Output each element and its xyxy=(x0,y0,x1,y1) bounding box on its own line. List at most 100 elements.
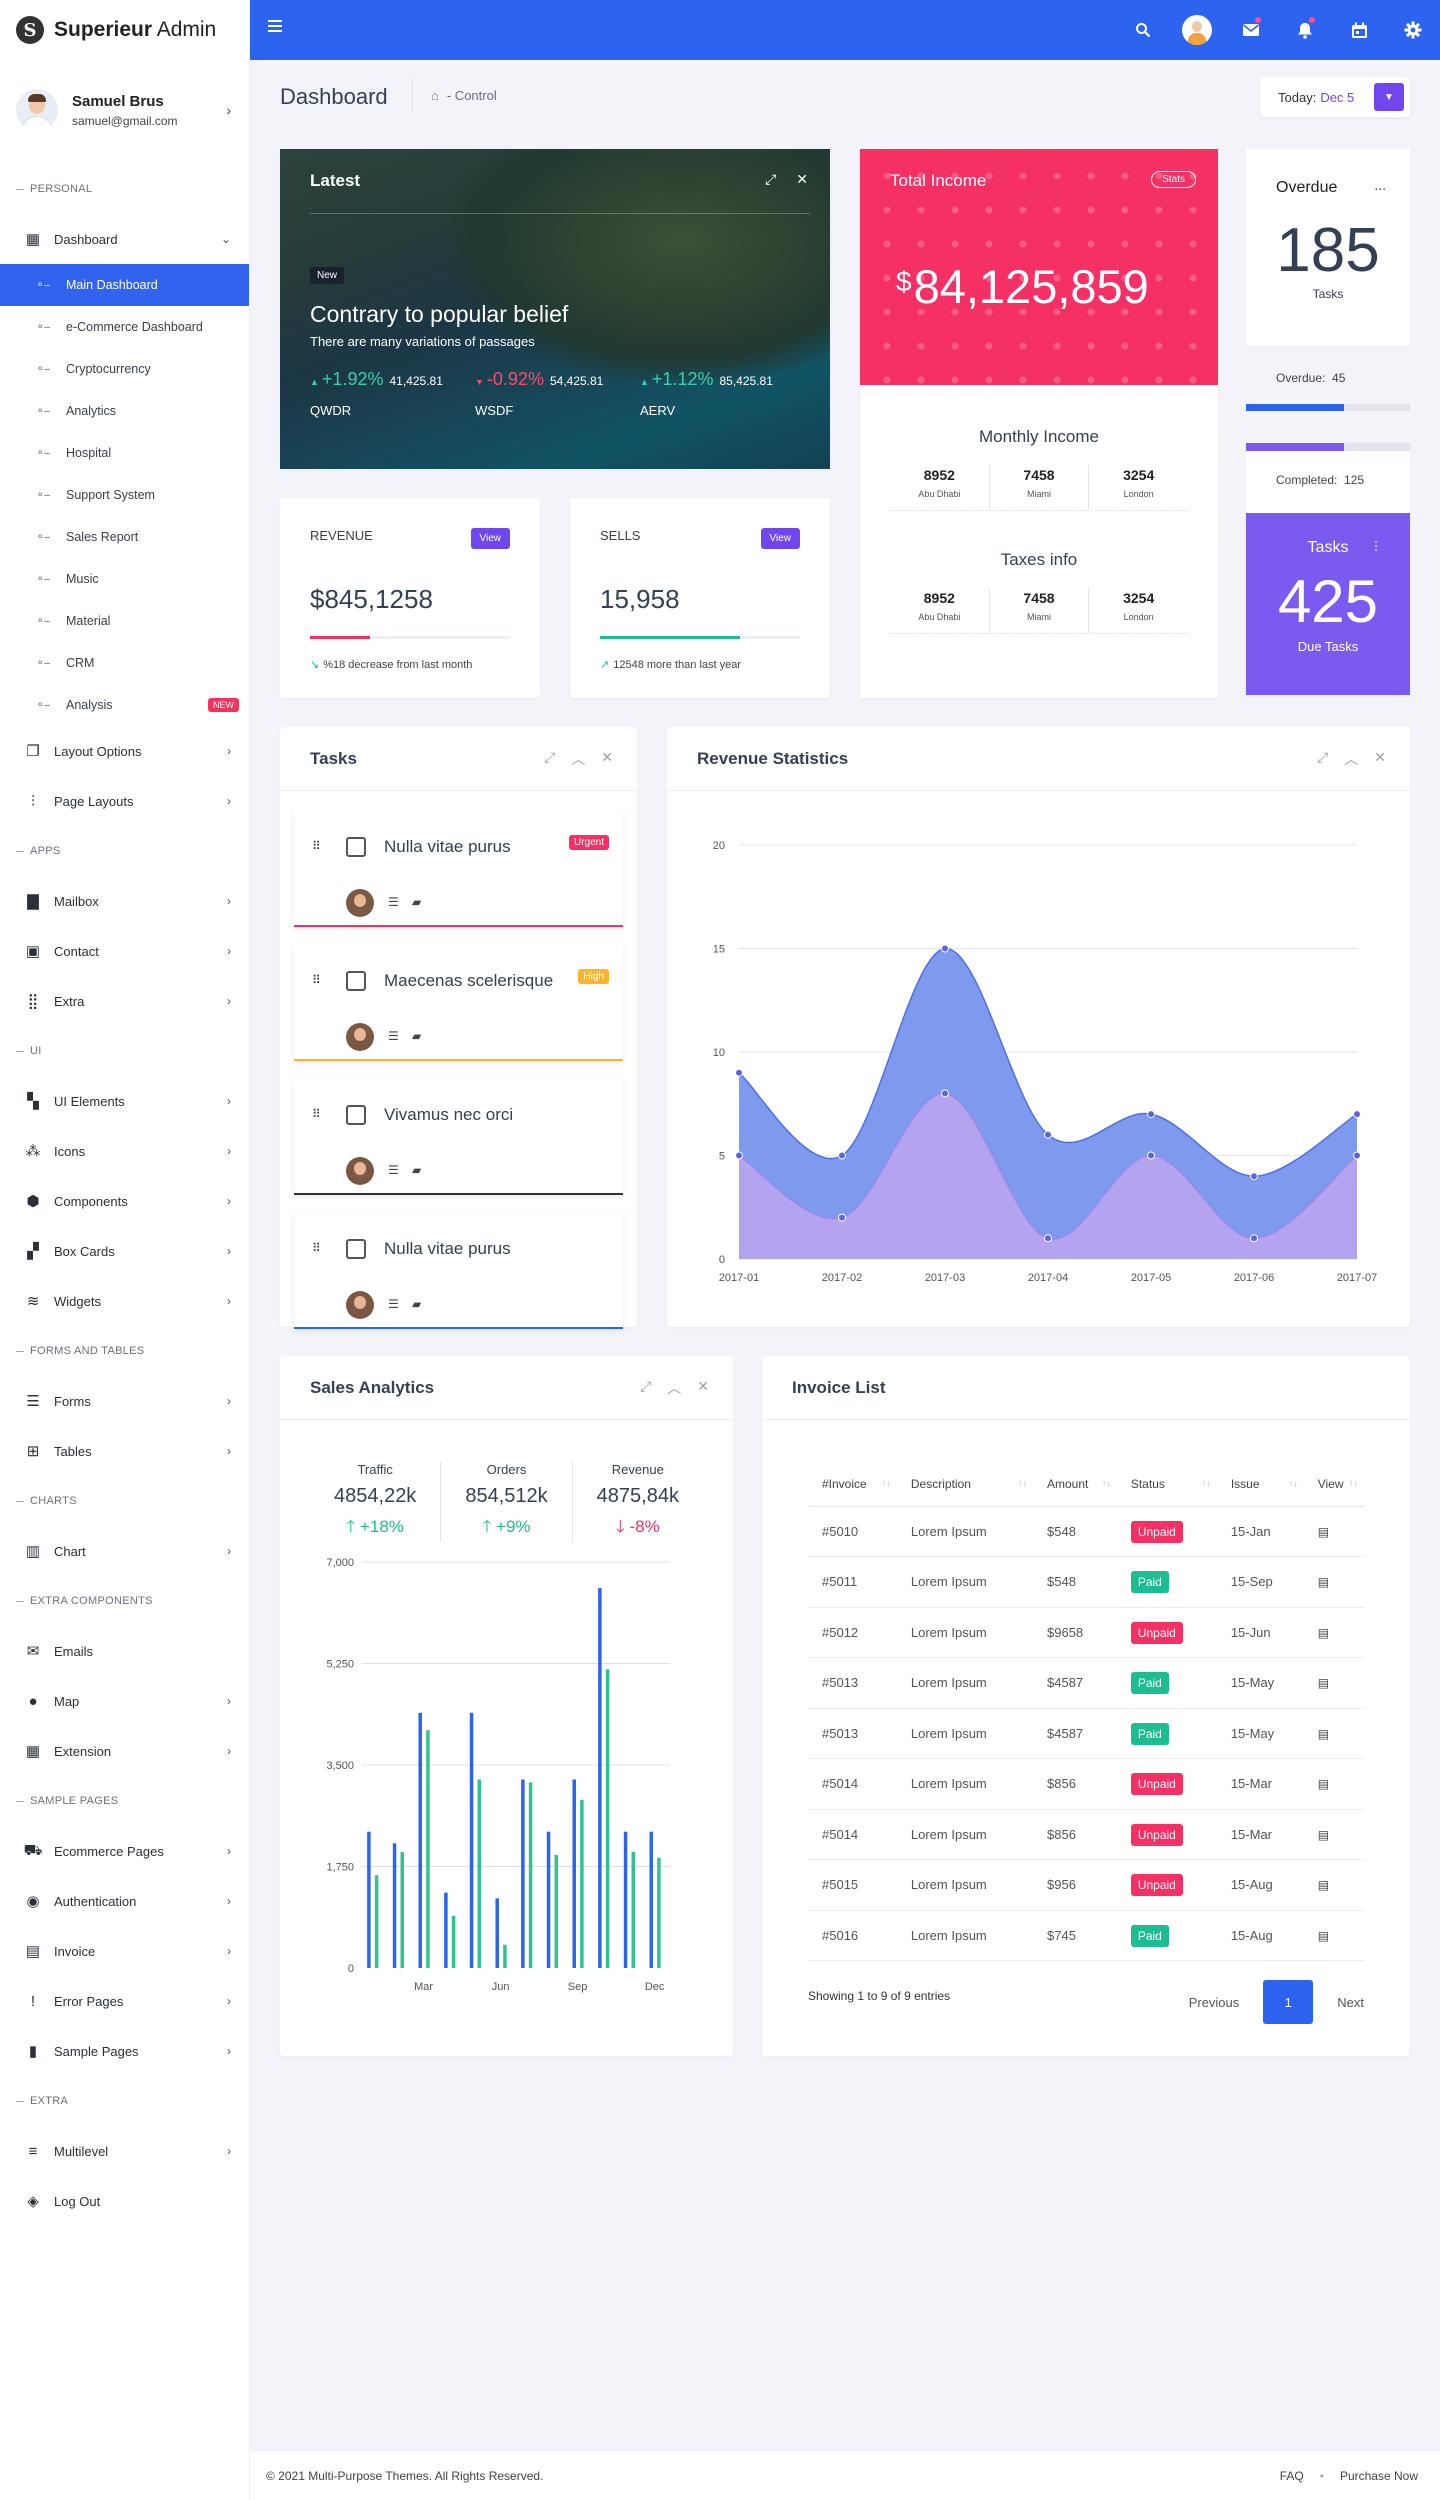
chevron-right-icon[interactable]: › xyxy=(226,102,231,118)
sidebar-item-multilevel[interactable]: ≡ Multilevel › xyxy=(0,2126,249,2176)
close-icon[interactable]: ✕ xyxy=(601,749,613,765)
sidebar-subitem-support-system[interactable]: ⚬‒ Support System xyxy=(0,474,249,516)
document-icon[interactable]: ▤ xyxy=(1317,1726,1330,1741)
sidebar-item-extension[interactable]: ▦ Extension › xyxy=(0,1726,249,1776)
sidebar-item-icons[interactable]: ⁂ Icons › xyxy=(0,1126,249,1176)
task-item[interactable]: ⠿ Maecenas scelerisque High ☰ ▰ xyxy=(294,943,623,1061)
page-button[interactable]: 1 xyxy=(1263,1980,1314,2024)
column-header[interactable]: Status ↑↓ xyxy=(1116,1462,1217,1507)
column-header[interactable]: #Invoice ↑↓ xyxy=(808,1462,897,1507)
sidebar-subitem-analytics[interactable]: ⚬‒ Analytics xyxy=(0,390,249,432)
drag-handle-icon[interactable]: ⠿ xyxy=(312,973,321,987)
sidebar-item-widgets[interactable]: ≋ Widgets › xyxy=(0,1276,249,1326)
document-icon[interactable]: ▤ xyxy=(1317,1928,1330,1943)
sidebar-item-mailbox[interactable]: ▇ Mailbox › xyxy=(0,876,249,926)
task-checkbox[interactable] xyxy=(346,837,366,857)
user-avatar-button[interactable] xyxy=(1170,0,1224,60)
sidebar-item-forms[interactable]: ☰ Forms › xyxy=(0,1376,249,1426)
drag-handle-icon[interactable]: ⠿ xyxy=(312,1241,321,1255)
gear-icon[interactable] xyxy=(1386,0,1440,60)
calendar-icon[interactable] xyxy=(1332,0,1386,60)
close-icon[interactable]: ✕ xyxy=(1374,749,1386,765)
view-button[interactable]: View xyxy=(760,528,800,549)
document-icon[interactable]: ▤ xyxy=(1317,1827,1330,1842)
task-item[interactable]: ⠿ Nulla vitae purus ☰ ▰ xyxy=(294,1211,623,1329)
sidebar-subitem-hospital[interactable]: ⚬‒ Hospital xyxy=(0,432,249,474)
mail-icon[interactable] xyxy=(1224,0,1278,60)
purchase-link[interactable]: Purchase Now xyxy=(1339,2469,1418,2483)
search-icon[interactable] xyxy=(1116,0,1170,60)
document-icon[interactable]: ▤ xyxy=(1317,1878,1330,1893)
sidebar-subitem-crm[interactable]: ⚬‒ CRM xyxy=(0,642,249,684)
task-checkbox[interactable] xyxy=(346,1239,366,1259)
chevron-down-icon[interactable]: ▼ xyxy=(1374,83,1404,111)
column-header[interactable]: Issue ↑↓ xyxy=(1216,1462,1304,1507)
sidebar-item-components[interactable]: ⬢ Components › xyxy=(0,1176,249,1226)
stats-badge[interactable]: Stats xyxy=(1151,171,1196,188)
sidebar-item-extra[interactable]: ⣿ Extra › xyxy=(0,976,249,1026)
sidebar-item-sample-pages[interactable]: ▮ Sample Pages › xyxy=(0,2026,249,2076)
collapse-icon[interactable]: ︿ xyxy=(667,1380,682,1396)
drag-handle-icon[interactable]: ⠿ xyxy=(312,839,321,853)
list-icon[interactable]: ☰ xyxy=(388,1029,399,1043)
more-vertical-icon[interactable]: ⋮ xyxy=(1370,539,1382,553)
expand-icon[interactable]: ⤢ xyxy=(1317,749,1329,765)
sort-icon[interactable]: ↑↓ xyxy=(1201,1478,1211,1488)
task-item[interactable]: ⠿ Nulla vitae purus Urgent ☰ ▰ xyxy=(294,809,623,927)
document-icon[interactable]: ▤ xyxy=(1317,1524,1330,1539)
drag-handle-icon[interactable]: ⠿ xyxy=(312,1107,321,1121)
sidebar-item-ecommerce-pages[interactable]: ⛟ Ecommerce Pages › xyxy=(0,1826,249,1876)
sidebar-item-box-cards[interactable]: ▞ Box Cards › xyxy=(0,1226,249,1276)
menu-toggle-icon[interactable] xyxy=(268,20,282,32)
sidebar-item-map[interactable]: ● Map › xyxy=(0,1676,249,1726)
sidebar-subitem-main-dashboard[interactable]: ⚬‒ Main Dashboard xyxy=(0,264,249,306)
view-button[interactable]: View xyxy=(470,528,510,549)
sidebar-item-layout-options[interactable]: ❐ Layout Options › xyxy=(0,726,249,776)
comment-icon[interactable]: ▰ xyxy=(412,895,422,909)
sidebar-item-contact[interactable]: ▣ Contact › xyxy=(0,926,249,976)
column-header[interactable]: Amount ↑↓ xyxy=(1033,1462,1117,1507)
sidebar-item-emails[interactable]: ✉ Emails xyxy=(0,1626,249,1676)
sidebar-item-ui-elements[interactable]: ▚ UI Elements › xyxy=(0,1076,249,1126)
document-icon[interactable]: ▤ xyxy=(1317,1676,1330,1691)
bell-icon[interactable] xyxy=(1278,0,1332,60)
document-icon[interactable]: ▤ xyxy=(1317,1777,1330,1792)
sidebar-subitem-analysis[interactable]: ⚬‒ Analysis NEW xyxy=(0,684,249,726)
list-icon[interactable]: ☰ xyxy=(388,895,399,909)
expand-icon[interactable]: ⤢ xyxy=(640,1378,652,1394)
close-icon[interactable]: ✕ xyxy=(796,171,808,187)
next-button[interactable]: Next xyxy=(1337,1994,1364,2010)
sidebar-item-error-pages[interactable]: ! Error Pages › xyxy=(0,1976,249,2026)
sidebar-subitem-material[interactable]: ⚬‒ Material xyxy=(0,600,249,642)
sidebar-item-page-layouts[interactable]: ⫶ Page Layouts › xyxy=(0,776,249,826)
logo[interactable]: S Superieur Admin xyxy=(0,0,249,60)
sort-icon[interactable]: ↑↓ xyxy=(1018,1478,1027,1488)
previous-button[interactable]: Previous xyxy=(1188,1994,1240,2010)
sidebar-item-chart[interactable]: ▥ Chart › xyxy=(0,1526,249,1576)
sort-icon[interactable]: ↑↓ xyxy=(1101,1478,1111,1488)
sidebar-item-dashboard[interactable]: ▦ Dashboard ⌄ xyxy=(0,214,249,264)
comment-icon[interactable]: ▰ xyxy=(412,1163,422,1177)
list-icon[interactable]: ☰ xyxy=(388,1163,399,1177)
close-icon[interactable]: ✕ xyxy=(697,1378,709,1394)
sort-icon[interactable]: ↑↓ xyxy=(1288,1478,1298,1488)
sidebar-item-authentication[interactable]: ◉ Authentication › xyxy=(0,1876,249,1926)
task-checkbox[interactable] xyxy=(346,1105,366,1125)
more-icon[interactable]: ... xyxy=(1374,177,1386,193)
task-item[interactable]: ⠿ Vivamus nec orci ☰ ▰ xyxy=(294,1077,623,1195)
document-icon[interactable]: ▤ xyxy=(1317,1625,1330,1640)
column-header[interactable]: View ↑↓ xyxy=(1303,1462,1364,1507)
sidebar-subitem-sales-report[interactable]: ⚬‒ Sales Report xyxy=(0,516,249,558)
sidebar-subitem-cryptocurrency[interactable]: ⚬‒ Cryptocurrency xyxy=(0,348,249,390)
expand-icon[interactable]: ⤢ xyxy=(544,749,556,765)
sidebar-subitem-music[interactable]: ⚬‒ Music xyxy=(0,558,249,600)
sidebar-subitem-e-commerce-dashboard[interactable]: ⚬‒ e-Commerce Dashboard xyxy=(0,306,249,348)
sidebar-item-invoice[interactable]: ▤ Invoice › xyxy=(0,1926,249,1976)
sort-icon[interactable]: ↑↓ xyxy=(881,1478,891,1488)
column-header[interactable]: Description ↑↓ xyxy=(896,1462,1033,1507)
user-panel[interactable]: Samuel Brus samuel@gmail.com › xyxy=(0,60,249,160)
home-icon[interactable]: ⌂ xyxy=(431,87,439,103)
document-icon[interactable]: ▤ xyxy=(1317,1575,1330,1590)
collapse-icon[interactable]: ︿ xyxy=(1344,751,1359,767)
list-icon[interactable]: ☰ xyxy=(388,1297,399,1311)
